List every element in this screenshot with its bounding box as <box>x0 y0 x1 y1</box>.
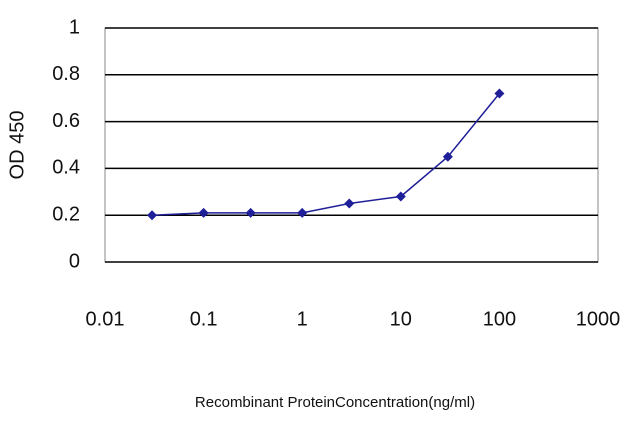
data-point <box>344 198 355 209</box>
data-point <box>245 207 256 218</box>
data-point <box>494 88 505 99</box>
data-point <box>442 151 453 162</box>
data-point <box>147 210 158 221</box>
x-tick-label: 0.1 <box>190 308 218 330</box>
y-tick-label: 0.4 <box>52 157 80 179</box>
data-line <box>152 93 500 216</box>
data-point <box>198 207 209 218</box>
x-tick-label: 1000 <box>576 308 621 330</box>
y-tick-label: 0.8 <box>52 63 80 85</box>
x-tick-label: 100 <box>483 308 516 330</box>
y-tick-label: 0 <box>69 250 80 272</box>
x-tick-label: 10 <box>390 308 412 330</box>
y-axis-label: OD 450 <box>6 111 28 180</box>
y-tick-label: 0.6 <box>52 110 80 132</box>
x-tick-label: 0.01 <box>86 308 125 330</box>
plot-area <box>104 27 599 263</box>
data-point <box>297 207 308 218</box>
y-tick-label: 1 <box>69 16 80 38</box>
y-tick-label: 0.2 <box>52 203 80 225</box>
data-point <box>395 191 406 202</box>
x-tick-label: 1 <box>297 308 308 330</box>
x-axis-label: Recombinant ProteinConcentration(ng/ml) <box>195 394 475 411</box>
